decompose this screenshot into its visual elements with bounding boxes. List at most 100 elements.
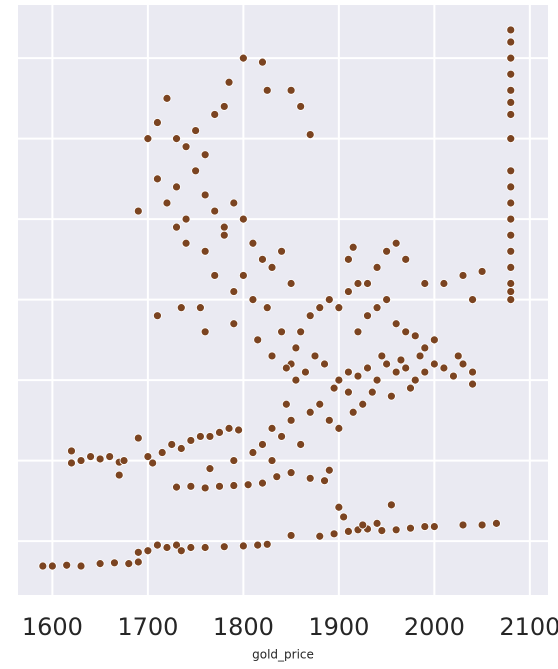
point (286, 279, 296, 288)
point (310, 351, 320, 361)
point (468, 379, 477, 389)
point (372, 518, 382, 528)
point (219, 542, 229, 552)
point (506, 263, 516, 272)
point (219, 222, 229, 232)
point (334, 502, 344, 512)
point (382, 246, 392, 256)
point (468, 367, 477, 377)
point (219, 102, 229, 111)
point (477, 520, 487, 530)
point (386, 500, 396, 510)
point (382, 359, 392, 369)
point (67, 458, 76, 468)
point (506, 182, 516, 192)
point (281, 399, 291, 409)
point (506, 198, 516, 208)
point (506, 134, 516, 144)
point (47, 561, 57, 571)
point (186, 436, 196, 445)
point (153, 174, 162, 184)
point (167, 440, 177, 449)
point (267, 351, 277, 361)
point (172, 134, 181, 144)
point (253, 335, 263, 345)
point (401, 327, 411, 337)
point (296, 102, 306, 111)
point (38, 561, 48, 571)
point (386, 391, 396, 401)
point (429, 335, 439, 345)
point (506, 279, 516, 288)
point (248, 448, 258, 457)
point (506, 37, 516, 47)
point (286, 415, 296, 425)
point (124, 559, 134, 569)
point (224, 77, 234, 87)
point (248, 238, 258, 248)
point (76, 561, 86, 571)
point (420, 367, 430, 377)
point (215, 428, 224, 437)
point (492, 518, 501, 528)
point (420, 279, 430, 288)
point (344, 527, 353, 536)
point (229, 319, 239, 329)
point (224, 423, 234, 433)
point (234, 425, 243, 435)
point (506, 230, 516, 240)
point (215, 481, 224, 491)
point (133, 433, 143, 443)
point (281, 363, 291, 373)
point (344, 254, 353, 264)
point (334, 423, 344, 433)
point (229, 198, 239, 208)
point (119, 456, 129, 465)
point (219, 230, 229, 240)
point (506, 110, 516, 119)
point (176, 303, 186, 313)
point (324, 415, 334, 425)
point (453, 351, 463, 361)
point (406, 523, 415, 533)
point (162, 198, 172, 208)
point (205, 464, 215, 474)
point (329, 529, 339, 539)
point (86, 452, 95, 461)
point (291, 375, 301, 385)
point (267, 423, 277, 433)
x-tick-label: 1600 (22, 613, 83, 641)
point (286, 531, 296, 540)
point (277, 246, 286, 256)
point (506, 246, 516, 256)
point (353, 327, 363, 337)
point (391, 238, 401, 248)
point (200, 150, 210, 160)
point (272, 472, 282, 482)
point (176, 546, 186, 556)
point (110, 558, 119, 568)
point (315, 399, 325, 409)
point (372, 375, 382, 385)
point (277, 327, 286, 337)
point (229, 287, 239, 296)
point (253, 540, 263, 550)
point (334, 375, 344, 385)
point (506, 69, 516, 79)
point (191, 166, 201, 176)
point (191, 126, 201, 135)
point (353, 371, 363, 381)
point (305, 473, 315, 483)
point (406, 383, 415, 393)
point (429, 359, 439, 369)
point (258, 478, 267, 488)
point (210, 206, 220, 216)
point (439, 279, 449, 288)
point (143, 452, 153, 461)
point (305, 407, 315, 417)
point (172, 222, 181, 232)
point (153, 311, 162, 321)
point (468, 295, 477, 304)
point (157, 448, 167, 457)
point (195, 303, 205, 313)
